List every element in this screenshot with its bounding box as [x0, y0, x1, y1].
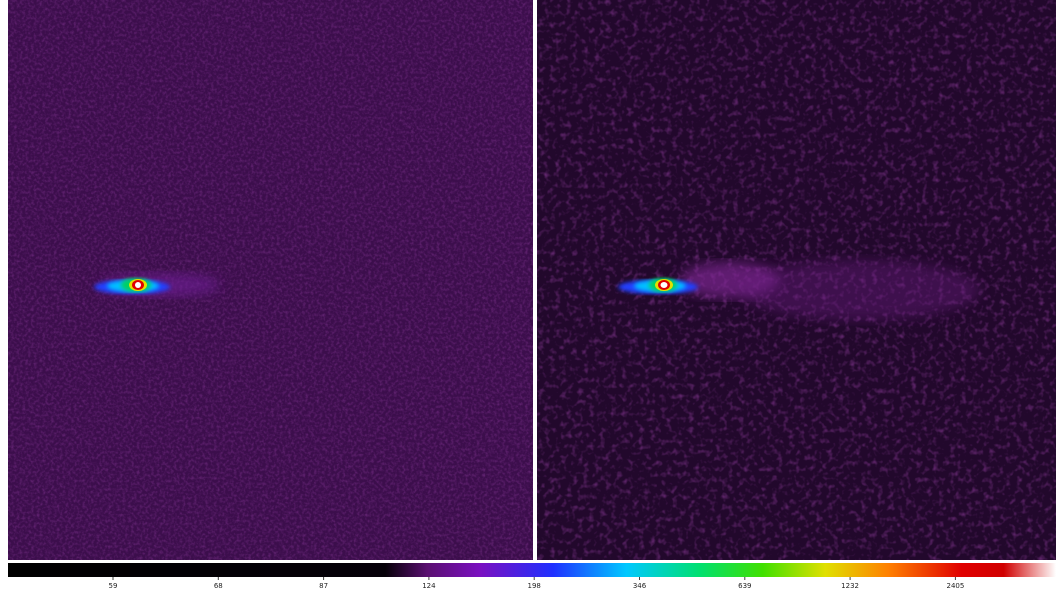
tick-label: 68	[214, 582, 223, 589]
colorbar-ticks: 59 68 87 124 198 346 639 1232 2405	[109, 577, 964, 589]
tick-label: 124	[422, 582, 436, 589]
tick-label: 1232	[841, 582, 859, 589]
right-panel	[537, 0, 1056, 560]
left-panel	[8, 0, 533, 560]
tick-label: 346	[633, 582, 647, 589]
colorbar	[8, 563, 1056, 577]
divider	[533, 0, 537, 560]
tick-label: 2405	[946, 582, 964, 589]
tick-label: 198	[528, 582, 541, 589]
tick-label: 87	[319, 582, 328, 589]
tick-label: 59	[109, 582, 118, 589]
tick-label: 639	[738, 582, 751, 589]
